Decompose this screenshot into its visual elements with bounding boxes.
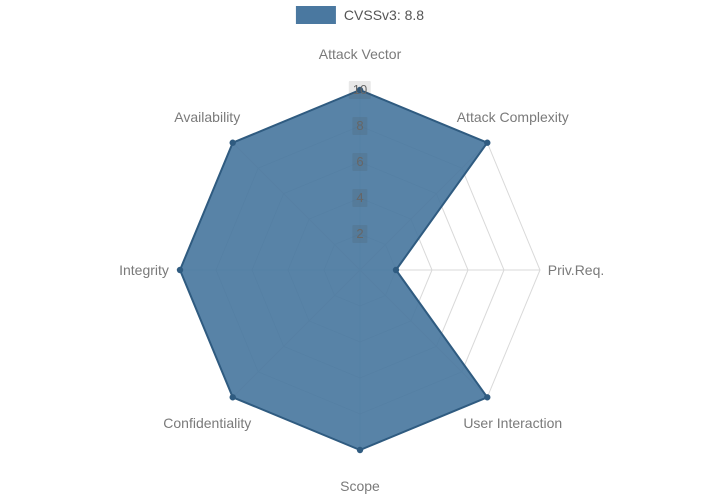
tick-label: 2 — [352, 225, 367, 243]
axis-label: Attack Complexity — [457, 109, 569, 125]
axis-label: Integrity — [119, 262, 169, 278]
axis-label: Confidentiality — [163, 415, 251, 431]
axis-label: Priv.Req. — [548, 262, 605, 278]
axis-label: Attack Vector — [319, 46, 401, 62]
axis-label: User Interaction — [463, 415, 562, 431]
legend-label: CVSSv3: 8.8 — [344, 7, 424, 23]
axis-label: Availability — [174, 109, 240, 125]
tick-label: 10 — [349, 81, 371, 99]
tick-label: 8 — [352, 117, 367, 135]
tick-label: 4 — [352, 189, 367, 207]
radar-svg — [0, 0, 720, 504]
legend-swatch — [296, 6, 336, 24]
axis-label: Scope — [340, 478, 380, 494]
legend: CVSSv3: 8.8 — [296, 6, 424, 24]
radar-chart-container: CVSSv3: 8.8 2 4 6 8 10 Attack Vector Attack Co… — [0, 0, 720, 504]
tick-label: 6 — [352, 153, 367, 171]
